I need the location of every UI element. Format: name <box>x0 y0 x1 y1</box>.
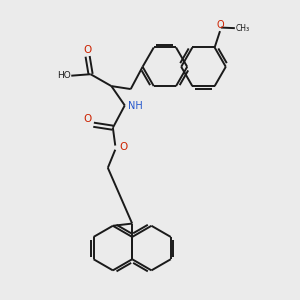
Text: O: O <box>83 45 92 55</box>
Text: NH: NH <box>128 101 143 111</box>
Text: CH₃: CH₃ <box>236 24 250 33</box>
Text: O: O <box>120 142 128 152</box>
Text: O: O <box>84 113 92 124</box>
Text: HO: HO <box>57 71 71 80</box>
Text: O: O <box>216 20 224 30</box>
